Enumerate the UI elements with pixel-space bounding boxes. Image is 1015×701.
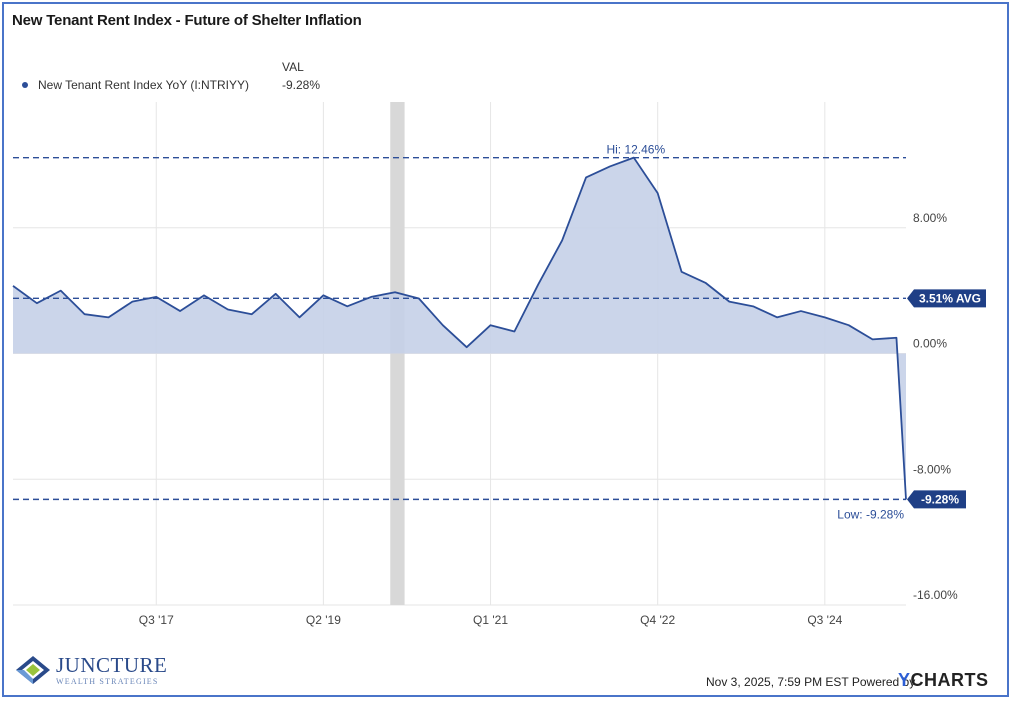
series-line-layer [12,156,907,500]
avg-badge [907,289,986,308]
end-value-badge [907,490,966,509]
y-tick-label-0: 8.00% [913,211,947,225]
legend-entry[interactable]: New Tenant Rent Index YoY (I:NTRIYY) [22,78,249,92]
logo-name: JUNCTURE [56,652,168,677]
series-line [12,156,907,500]
reference-lines-layer [13,156,906,501]
legend-dot-icon [22,82,28,88]
ycharts-brand[interactable]: YCHARTS [898,670,989,691]
y-tick-label-3: -16.00% [913,588,958,602]
x-tick-label-4: Q3 '24 [807,613,842,627]
end-value-badge-label: -9.28% [921,492,959,506]
x-tick-label-0: Q3 '17 [139,613,174,627]
avg-badge-label: 3.51% AVG [919,291,981,305]
low-label: Low: -9.28% [837,507,904,521]
x-tick-label-1: Q2 '19 [306,613,341,627]
logo-tagline: WEALTH STRATEGIES [56,676,159,686]
juncture-logo: JUNCTURE WEALTH STRATEGIES [14,654,167,686]
y-tick-label-2: -8.00% [913,462,951,476]
footer-timestamp: Nov 3, 2025, 7:59 PM EST Powered by [706,675,916,689]
chart-title: New Tenant Rent Index - Future of Shelte… [12,12,362,29]
y-tick-label-1: 0.00% [913,337,947,351]
legend-series-name: New Tenant Rent Index YoY (I:NTRIYY) [38,78,250,92]
ycharts-brand-rest: CHARTS [910,670,989,690]
x-tick-label-3: Q4 '22 [640,613,675,627]
ycharts-brand-y: Y [898,670,911,690]
x-tick-label-2: Q1 '21 [473,613,508,627]
series-area [13,157,906,500]
series-area-layer [13,157,906,500]
hi-label: Hi: 12.46% [606,143,665,157]
axis-labels-layer: Q3 '17 Q2 '19 Q1 '21 Q4 '22 Q3 '24 8.00% 0.00%… [139,143,986,627]
legend-series-value: -9.28% [282,78,321,92]
juncture-diamond-icon [16,656,50,684]
legend-column-header: VAL [282,60,304,74]
